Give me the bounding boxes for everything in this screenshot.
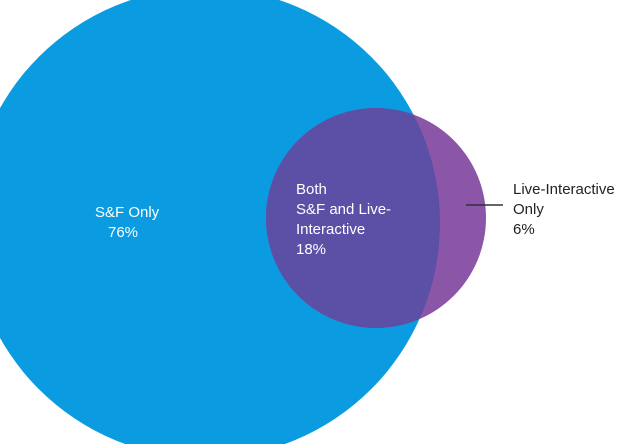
live-only-line-2: Only xyxy=(513,201,544,218)
sf-only-value: 76% xyxy=(108,224,139,241)
live-only-line-1: Live-Interactive xyxy=(513,181,615,198)
live-interactive-only-label: Live-Interactive Only 6% xyxy=(513,180,615,240)
sf-circle xyxy=(0,0,440,444)
sf-only-name: S&F Only xyxy=(95,204,160,221)
sf-only-label: S&F Only 76% xyxy=(95,203,159,243)
both-value: 18% xyxy=(296,241,327,258)
both-line-3: Interactive xyxy=(296,221,366,238)
overlap-region xyxy=(266,108,440,328)
live-only-value: 6% xyxy=(513,221,535,238)
both-line-1: Both xyxy=(296,181,327,198)
both-label: Both S&F and Live- Interactive 18% xyxy=(296,180,391,260)
both-line-2: S&F and Live- xyxy=(296,201,392,218)
